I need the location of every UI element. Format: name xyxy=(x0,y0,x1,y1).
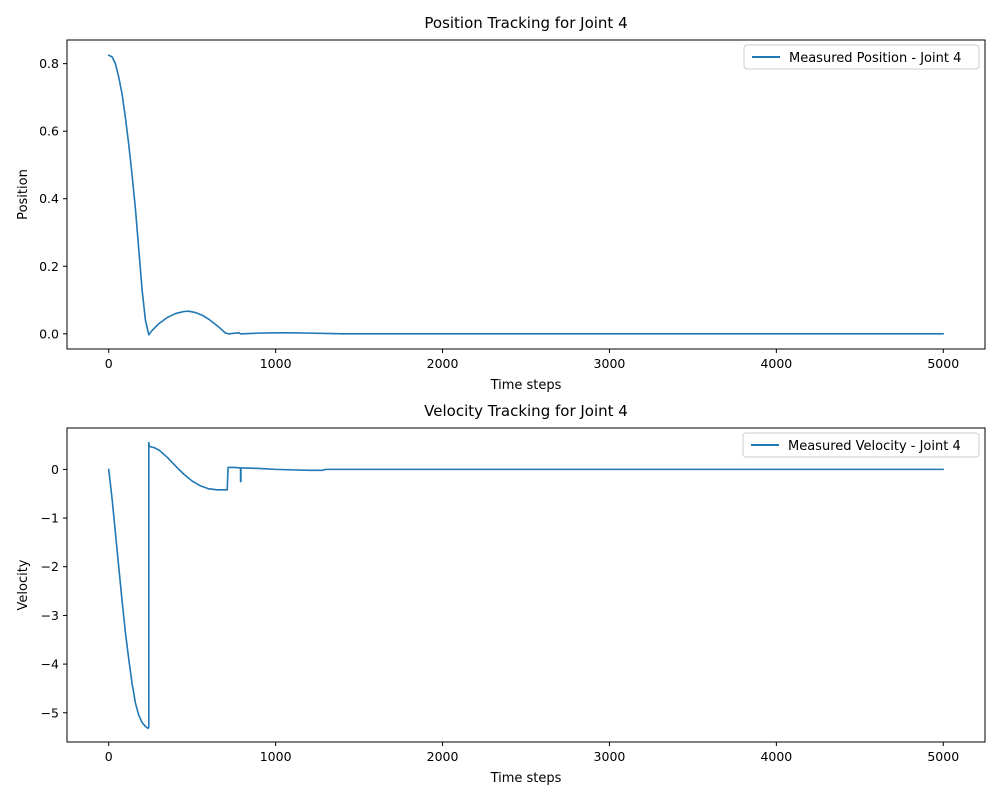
legend: Measured Velocity - Joint 4 xyxy=(742,432,980,458)
x-tick-label: 1000 xyxy=(260,356,292,371)
series-line xyxy=(107,54,945,336)
y-tick-label: 0.0 xyxy=(39,326,59,341)
legend-box xyxy=(742,432,980,458)
x-tick-label: 4000 xyxy=(760,356,792,371)
y-tick-label: 0.8 xyxy=(39,56,59,71)
y-axis-label: Position xyxy=(16,169,31,220)
x-tick-label: 1000 xyxy=(260,749,292,764)
legend-box xyxy=(743,44,980,70)
x-tick-label: 5000 xyxy=(927,749,959,764)
y-tick-label: −4 xyxy=(41,657,59,672)
legend-label: Measured Velocity - Joint 4 xyxy=(788,439,961,454)
y-tick-label: −5 xyxy=(41,705,59,720)
plot-frame xyxy=(66,427,986,743)
y-axis-label: Velocity xyxy=(16,559,31,610)
chart-title: Velocity Tracking for Joint 4 xyxy=(424,402,628,420)
x-tick-label: 2000 xyxy=(427,356,459,371)
y-tick-label: 0 xyxy=(51,462,59,477)
legend-label: Measured Position - Joint 4 xyxy=(789,51,961,66)
velocity-chart: Velocity Tracking for Joint 4 0 1000 2000 30… xyxy=(16,402,986,786)
x-tick-label: 0 xyxy=(105,749,113,764)
x-tick-label: 2000 xyxy=(427,749,459,764)
y-tick-label: 0.2 xyxy=(39,259,59,274)
x-tick-label: 4000 xyxy=(760,749,792,764)
x-tick-label: 0 xyxy=(105,356,113,371)
x-tick-label: 3000 xyxy=(594,356,626,371)
y-tick-label: −2 xyxy=(41,559,59,574)
x-tick-label: 5000 xyxy=(927,356,959,371)
x-tick-label: 3000 xyxy=(594,749,626,764)
chart-title: Position Tracking for Joint 4 xyxy=(424,14,627,32)
legend: Measured Position - Joint 4 xyxy=(743,44,980,70)
y-tick-label: 0.4 xyxy=(39,191,59,206)
y-tick-label: −1 xyxy=(41,511,59,526)
y-tick-label: −3 xyxy=(41,608,59,623)
x-axis-label: Time steps xyxy=(490,378,562,393)
y-tick-label: 0.6 xyxy=(39,124,59,139)
plot-frame xyxy=(66,39,986,350)
series-line xyxy=(107,441,945,730)
x-axis-label: Time steps xyxy=(490,771,562,786)
position-chart: Position Tracking for Joint 4 0 1000 2000 30… xyxy=(16,14,986,393)
